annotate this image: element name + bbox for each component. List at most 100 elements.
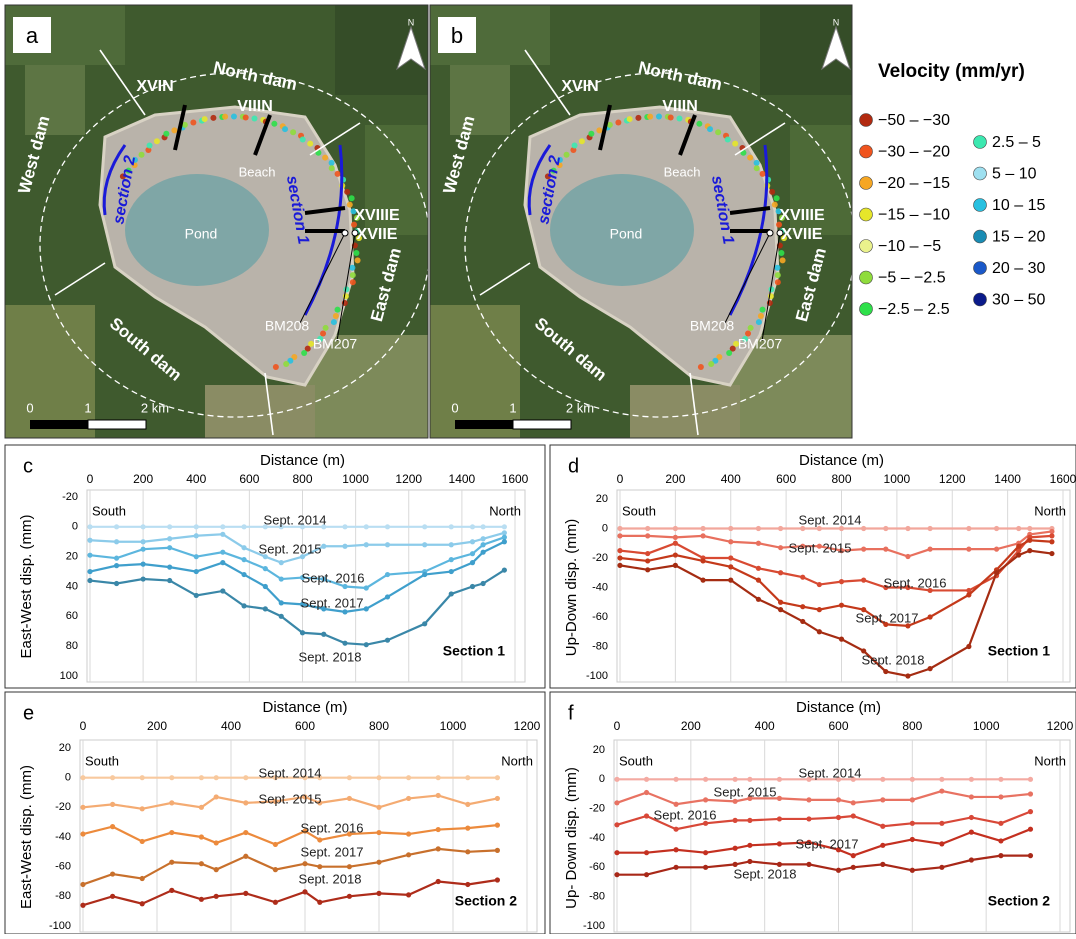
data-point bbox=[436, 793, 441, 798]
velocity-point bbox=[707, 126, 713, 132]
data-point bbox=[994, 570, 999, 575]
data-point bbox=[241, 572, 246, 577]
velocity-point bbox=[283, 361, 289, 367]
velocity-point bbox=[772, 202, 778, 208]
x-tick-label: 600 bbox=[776, 472, 796, 486]
x-tick-label: 1600 bbox=[502, 472, 529, 486]
legend-swatch bbox=[974, 167, 987, 180]
scale-label: 1 bbox=[84, 400, 91, 415]
data-point bbox=[199, 834, 204, 839]
series-label: Sept. 2018 bbox=[862, 652, 925, 667]
data-point bbox=[273, 842, 278, 847]
map-label: XVIIE bbox=[782, 226, 823, 243]
data-point bbox=[756, 566, 761, 571]
legend-swatch bbox=[860, 114, 873, 127]
annotation: North bbox=[489, 503, 521, 518]
data-point bbox=[364, 524, 369, 529]
series-label: Sept. 2015 bbox=[789, 540, 852, 555]
data-point bbox=[273, 867, 278, 872]
data-point bbox=[1016, 544, 1021, 549]
y-tick-label: -60 bbox=[589, 861, 605, 873]
data-point bbox=[839, 637, 844, 642]
data-point bbox=[169, 775, 174, 780]
data-point bbox=[199, 861, 204, 866]
data-point bbox=[939, 788, 944, 793]
y-axis-title: Up- Down disp. (mm) bbox=[563, 767, 580, 909]
velocity-point bbox=[747, 155, 753, 161]
data-point bbox=[756, 597, 761, 602]
data-point bbox=[321, 544, 326, 549]
velocity-point bbox=[778, 250, 784, 256]
scale-label: 0 bbox=[26, 400, 33, 415]
annotation: North bbox=[1034, 503, 1066, 518]
data-point bbox=[817, 582, 822, 587]
legend-label: −5 – −2.5 bbox=[878, 270, 946, 287]
velocity-point bbox=[243, 114, 249, 120]
data-point bbox=[80, 831, 85, 836]
data-point bbox=[1049, 529, 1054, 534]
data-point bbox=[839, 603, 844, 608]
panel-letter: b bbox=[451, 23, 463, 48]
data-point bbox=[167, 545, 172, 550]
velocity-point bbox=[202, 116, 208, 122]
panel-letter: c bbox=[23, 455, 33, 477]
data-point bbox=[756, 578, 761, 583]
data-point bbox=[1027, 526, 1032, 531]
map-label: VIIIN bbox=[237, 98, 273, 115]
data-point bbox=[302, 889, 307, 894]
data-point bbox=[747, 859, 752, 864]
x-tick-label: 800 bbox=[831, 472, 851, 486]
data-point bbox=[406, 775, 411, 780]
velocity-point bbox=[725, 137, 731, 143]
y-tick-label: -80 bbox=[55, 890, 71, 902]
x-axis-title: Distance (m) bbox=[260, 452, 345, 469]
data-point bbox=[302, 861, 307, 866]
data-point bbox=[673, 563, 678, 568]
data-point bbox=[1049, 533, 1054, 538]
scale-black bbox=[30, 420, 88, 429]
data-point bbox=[214, 775, 219, 780]
data-point bbox=[994, 547, 999, 552]
data-point bbox=[87, 569, 92, 574]
y-tick-label: 20 bbox=[66, 551, 78, 563]
data-point bbox=[861, 547, 866, 552]
velocity-point bbox=[301, 350, 307, 356]
data-point bbox=[465, 802, 470, 807]
scale-label: 1 bbox=[509, 400, 516, 415]
legend-swatch bbox=[974, 293, 987, 306]
data-point bbox=[376, 830, 381, 835]
data-point bbox=[243, 891, 248, 896]
y-tick-label: 20 bbox=[593, 744, 605, 756]
data-point bbox=[110, 824, 115, 829]
velocity-point bbox=[171, 127, 177, 133]
data-point bbox=[220, 550, 225, 555]
velocity-point bbox=[273, 364, 279, 370]
x-tick-label: 800 bbox=[292, 472, 312, 486]
velocity-point bbox=[708, 361, 714, 367]
data-point bbox=[777, 816, 782, 821]
data-point bbox=[481, 542, 486, 547]
data-point bbox=[470, 539, 475, 544]
data-point bbox=[861, 526, 866, 531]
data-point bbox=[1049, 539, 1054, 544]
data-point bbox=[495, 775, 500, 780]
annotation: South bbox=[619, 753, 653, 768]
map-label: BM207 bbox=[738, 336, 783, 352]
velocity-point bbox=[696, 121, 702, 127]
data-point bbox=[167, 578, 172, 583]
data-point bbox=[481, 536, 486, 541]
data-point bbox=[481, 524, 486, 529]
data-point bbox=[939, 841, 944, 846]
y-tick-label: -40 bbox=[55, 831, 71, 843]
data-point bbox=[728, 555, 733, 560]
data-point bbox=[614, 777, 619, 782]
velocity-point bbox=[656, 114, 662, 120]
y-tick-label: -40 bbox=[592, 581, 608, 593]
data-point bbox=[114, 556, 119, 561]
data-point bbox=[376, 805, 381, 810]
data-point bbox=[141, 539, 146, 544]
x-tick-label: 0 bbox=[87, 472, 94, 486]
data-point bbox=[733, 799, 738, 804]
series-label: Sept. 2015 bbox=[259, 541, 322, 556]
data-point bbox=[80, 882, 85, 887]
